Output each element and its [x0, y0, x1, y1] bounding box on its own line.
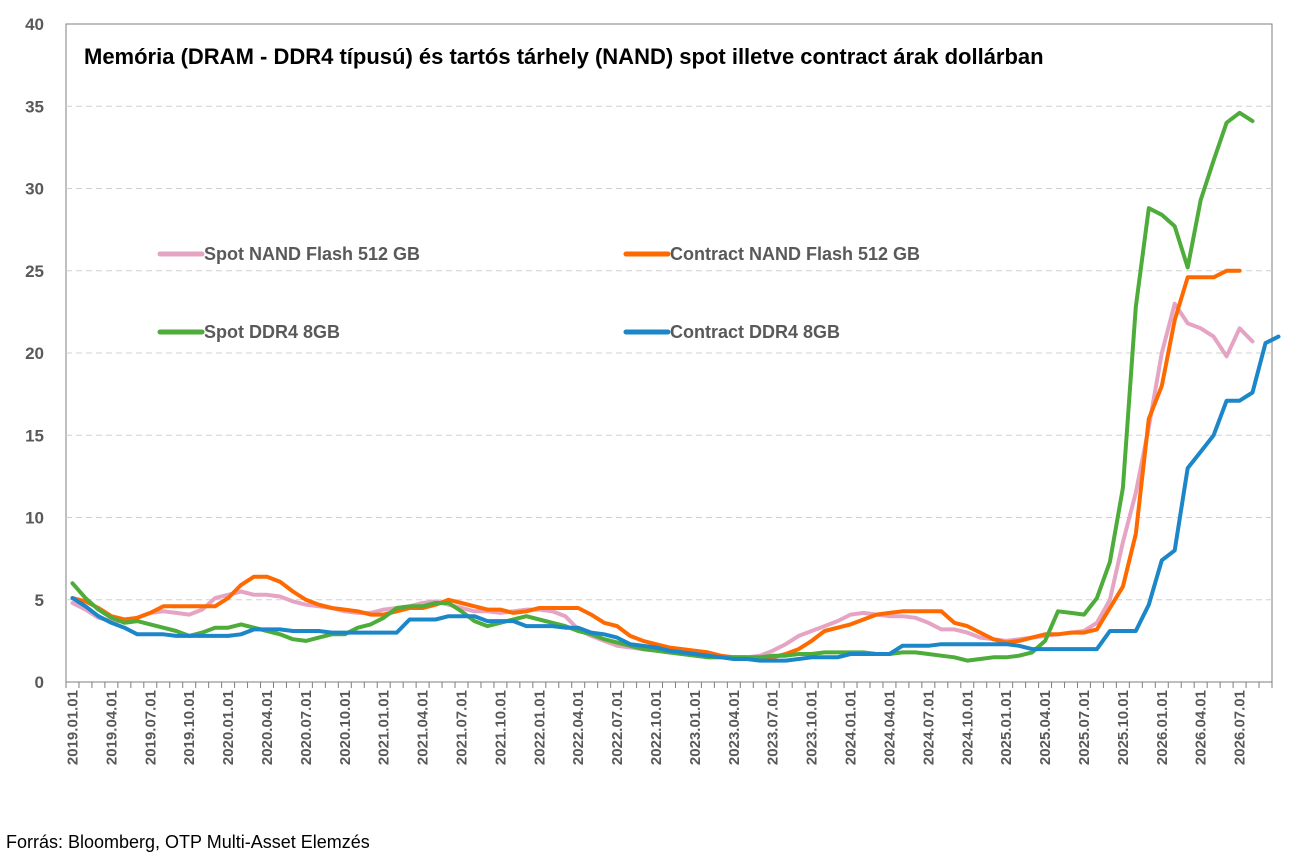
y-tick-label: 20: [25, 344, 44, 363]
x-tick-label: 2024.07.01: [920, 690, 937, 765]
x-tick-label: 2023.10.01: [804, 690, 821, 765]
series-lines: [70, 110, 1281, 663]
chart-title: Memória (DRAM - DDR4 típusú) és tartós t…: [84, 44, 1044, 69]
legend-label: Contract DDR4 8GB: [670, 322, 840, 342]
y-tick-label: 0: [35, 673, 44, 692]
x-tick-label: 2022.04.01: [570, 690, 587, 765]
y-tick-label: 30: [25, 180, 44, 199]
legend: Spot NAND Flash 512 GB Contract NAND Flas…: [157, 244, 920, 342]
x-tick-label: 2020.04.01: [259, 690, 276, 765]
y-tick-label: 25: [25, 262, 44, 281]
series-line-4: [70, 334, 1281, 663]
x-tick-label: 2025.04.01: [1037, 690, 1054, 765]
x-tick-label: 2019.07.01: [142, 690, 159, 765]
x-tick-label: 2020.01.01: [220, 690, 237, 765]
y-tick-label: 10: [25, 509, 44, 528]
x-tick-label: 2025.01.01: [998, 690, 1015, 765]
series-line-2: [70, 268, 1242, 661]
x-tick-label: 2023.04.01: [726, 690, 743, 765]
x-tick-label: 2019.10.01: [181, 690, 198, 765]
x-tick-label: 2019.04.01: [103, 690, 120, 765]
legend-label: Contract NAND Flash 512 GB: [670, 244, 920, 264]
x-tick-label: 2023.01.01: [687, 690, 704, 765]
gridlines: [66, 105, 1272, 601]
y-axis: 0 5 10 15 20 25 30 35 40: [25, 15, 44, 692]
x-tick-label: 2026.04.01: [1193, 690, 1210, 765]
x-tick-label: 2023.07.01: [765, 690, 782, 765]
x-tick-label: 2025.10.01: [1115, 690, 1132, 765]
y-tick-label: 40: [25, 15, 44, 34]
x-tick-label: 2021.04.01: [415, 690, 432, 765]
y-tick-label: 5: [35, 591, 44, 610]
x-tick-label: 2026.07.01: [1232, 690, 1249, 765]
x-tick-label: 2024.04.01: [881, 690, 898, 765]
x-tick-label: 2021.01.01: [376, 690, 393, 765]
x-tick-label: 2024.10.01: [959, 690, 976, 765]
x-tick-label: 2019.01.01: [64, 690, 81, 765]
x-axis: 2019.01.01 2019.04.01 2019.07.01 2019.10.01…: [64, 682, 1273, 765]
x-tick-label: 2022.07.01: [609, 690, 626, 765]
y-tick-label: 15: [25, 426, 44, 445]
x-tick-label: 2020.10.01: [337, 690, 354, 765]
x-tick-label: 2022.01.01: [531, 690, 548, 765]
x-tick-label: 2024.01.01: [843, 690, 860, 765]
legend-label: Spot DDR4 8GB: [204, 322, 340, 342]
x-tick-label: 2021.07.01: [454, 690, 471, 765]
x-tick-label: 2025.07.01: [1076, 690, 1093, 765]
x-tick-label: 2022.10.01: [648, 690, 665, 765]
series-line-3: [70, 110, 1255, 663]
x-tick-label: 2021.10.01: [492, 690, 509, 765]
x-tick-label: 2020.07.01: [298, 690, 315, 765]
x-tick-label: 2026.01.01: [1154, 690, 1171, 765]
legend-label: Spot NAND Flash 512 GB: [204, 244, 420, 264]
source-note: Forrás: Bloomberg, OTP Multi-Asset Elemz…: [6, 832, 370, 852]
y-tick-label: 35: [25, 97, 44, 116]
